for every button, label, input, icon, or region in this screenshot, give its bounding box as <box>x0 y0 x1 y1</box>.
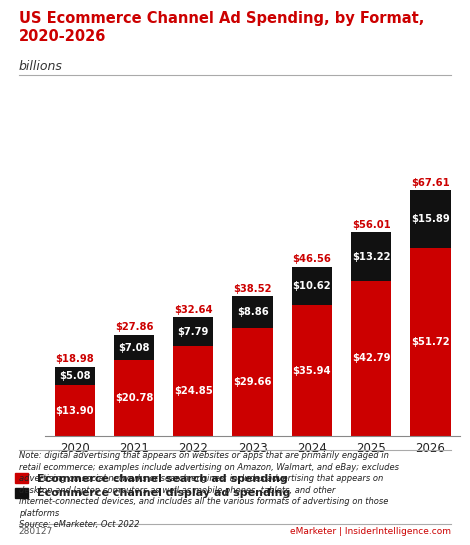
Text: $15.89: $15.89 <box>411 214 450 224</box>
Text: $51.72: $51.72 <box>411 337 450 347</box>
Text: $13.90: $13.90 <box>55 405 94 416</box>
Text: $67.61: $67.61 <box>411 178 450 188</box>
Bar <box>173 317 213 346</box>
Bar <box>410 190 451 248</box>
Bar <box>351 281 392 436</box>
Text: $27.86: $27.86 <box>115 322 153 332</box>
Bar <box>114 335 154 360</box>
Bar <box>233 328 273 436</box>
Bar <box>233 296 273 328</box>
Text: 280127: 280127 <box>19 527 53 536</box>
Text: $46.56: $46.56 <box>292 255 331 264</box>
Bar <box>114 360 154 436</box>
Bar <box>292 267 332 305</box>
Text: $24.85: $24.85 <box>174 386 213 396</box>
Text: $7.79: $7.79 <box>178 326 209 337</box>
Bar <box>55 367 95 385</box>
Text: $32.64: $32.64 <box>174 305 212 315</box>
Text: $10.62: $10.62 <box>293 281 331 291</box>
Bar <box>55 385 95 436</box>
Text: $18.98: $18.98 <box>55 354 94 365</box>
Text: $38.52: $38.52 <box>234 283 272 294</box>
Legend: Ecommerce channel search ad spending, Ecommerce channel display ad spending: Ecommerce channel search ad spending, Ec… <box>16 473 290 498</box>
Text: $13.22: $13.22 <box>352 251 391 262</box>
Bar <box>351 233 392 281</box>
Text: $42.79: $42.79 <box>352 353 391 364</box>
Bar <box>410 248 451 436</box>
Text: $7.08: $7.08 <box>118 343 150 353</box>
Bar <box>173 346 213 436</box>
Text: US Ecommerce Channel Ad Spending, by Format,
2020-2026: US Ecommerce Channel Ad Spending, by For… <box>19 11 424 44</box>
Text: $56.01: $56.01 <box>352 220 391 230</box>
Text: eMarketer | InsiderIntelligence.com: eMarketer | InsiderIntelligence.com <box>290 527 451 536</box>
Text: $29.66: $29.66 <box>234 377 272 387</box>
Text: billions: billions <box>19 60 63 73</box>
Text: $5.08: $5.08 <box>59 371 91 382</box>
Text: $20.78: $20.78 <box>115 393 153 403</box>
Text: Note: digital advertising that appears on websites or apps that are primarily en: Note: digital advertising that appears o… <box>19 451 399 529</box>
Text: $35.94: $35.94 <box>293 366 331 376</box>
Text: $8.86: $8.86 <box>237 307 268 317</box>
Bar <box>292 305 332 436</box>
